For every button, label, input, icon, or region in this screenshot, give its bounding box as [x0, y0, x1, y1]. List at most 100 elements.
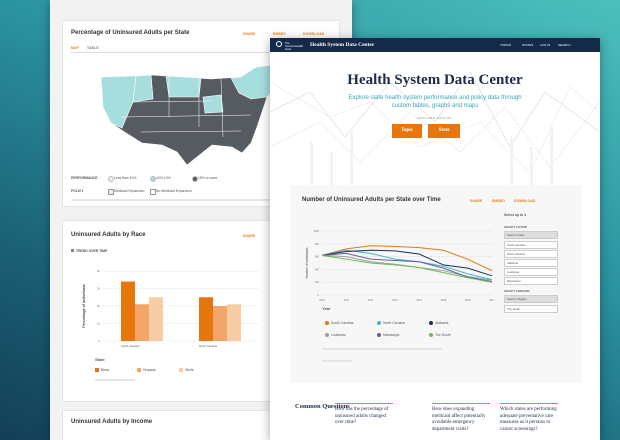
- x-tick-label: 2013: [392, 299, 398, 302]
- source-text: [95, 379, 135, 381]
- legend-label: Louisiana: [331, 333, 346, 337]
- question[interactable]: How does expanding medicaid affect poten…: [432, 407, 486, 432]
- x-tick-label: 2010: [319, 299, 325, 302]
- select-box[interactable]: South Carolina: [504, 241, 558, 249]
- action-link[interactable]: SHARE: [243, 32, 256, 36]
- card-title: Number of Uninsured Adults per State ove…: [302, 197, 441, 203]
- legend-label: 15% or more: [198, 176, 218, 180]
- legend-swatch: [95, 368, 99, 372]
- control-label: SELECT A STATE: [504, 225, 528, 229]
- hero-subtitle: Explore state health system performance …: [348, 95, 522, 109]
- card-title: Uninsured Adults by Income: [71, 419, 153, 425]
- brand: The Commonwealth Fund: [285, 42, 304, 51]
- y-tick-label: 40: [97, 269, 101, 273]
- tab[interactable]: TABLE: [87, 46, 99, 50]
- action-link[interactable]: EMBED: [492, 199, 505, 203]
- line-series: [321, 249, 493, 277]
- legend-swatch: [179, 368, 183, 372]
- nav-link[interactable]: SEARCH: [558, 43, 571, 47]
- select-box[interactable]: Alabama: [504, 259, 558, 267]
- select-box[interactable]: The South: [504, 305, 558, 313]
- x-tick-label: 2014: [416, 299, 422, 302]
- control-hint: Select up to 4: [504, 213, 527, 217]
- action-link[interactable]: SHARE: [243, 234, 256, 238]
- question-rule: [432, 403, 490, 404]
- legend-label: Medicaid Expansion: [114, 189, 145, 193]
- action-link[interactable]: EMBED: [273, 32, 286, 36]
- question-rule: [335, 403, 393, 404]
- legend-label: White: [185, 368, 194, 372]
- line-chart: 0 200 400 600 800 1000 2010 2011 2012 2013 2014 201…: [305, 230, 495, 302]
- card-title: Percentage of Uninsured Adults per State: [71, 30, 190, 36]
- toggle[interactable]: TREND OVER TIME: [76, 249, 108, 253]
- select-box[interactable]: Select a State: [504, 231, 558, 239]
- legend-label: 10%-14%: [156, 176, 171, 180]
- bar: [199, 297, 213, 341]
- nav-link[interactable]: TOPICS: [500, 43, 512, 47]
- legend-swatch: [325, 321, 329, 325]
- line-series: [321, 252, 493, 283]
- x-axis-label: Year: [322, 306, 331, 311]
- y-axis-label: Number of Individuals: [305, 247, 309, 278]
- y-tick-label: 200: [315, 281, 320, 284]
- action-link[interactable]: SHARE: [470, 199, 483, 203]
- chart-card: 0 200 400 600 800 1000 2010 2011 2012 2013 2014 201…: [290, 185, 582, 383]
- map-region: [165, 75, 202, 98]
- legend-label: Hispanic: [143, 368, 157, 372]
- legend-label: South Carolina: [331, 321, 354, 325]
- button[interactable]: Topic: [392, 124, 422, 138]
- us-map: [100, 64, 287, 166]
- question[interactable]: Which states are performing adequate pre…: [500, 407, 557, 432]
- line-series: [321, 245, 493, 272]
- y-tick-label: 30: [97, 287, 101, 291]
- y-tick-label: 600: [315, 256, 320, 259]
- x-tick-label: 2016: [465, 299, 471, 302]
- legend-swatch: [150, 176, 156, 182]
- x-tick-label: 2011: [344, 299, 350, 302]
- card-title: Uninsured Adults by Race: [71, 232, 146, 238]
- legend-swatch: [137, 368, 141, 372]
- x-tick-label: North Carolina: [199, 344, 217, 348]
- y-tick-label: 20: [97, 304, 101, 308]
- site-title: Health System Data Center: [310, 42, 375, 48]
- toggle-icon: [71, 249, 74, 252]
- legend-title: State: [95, 357, 105, 362]
- legend-label: Alabama: [435, 321, 449, 325]
- legend-swatch: [108, 176, 114, 182]
- bar: [213, 306, 227, 341]
- control-label: SELECT A REGION: [504, 289, 530, 293]
- y-tick-label: 800: [315, 243, 320, 246]
- legend-label: No Medicaid Expansion: [156, 189, 192, 193]
- x-tick-label: 2012: [368, 299, 374, 302]
- select-box[interactable]: Select a Region: [504, 295, 558, 303]
- select-box[interactable]: Mississippi: [504, 277, 558, 285]
- explore-label: EXPLORE DATA BY: [417, 116, 453, 120]
- nav-link[interactable]: STATES: [522, 43, 534, 47]
- nav-link[interactable]: LOG IN: [540, 43, 551, 47]
- map-region: [202, 94, 224, 114]
- map-region: [132, 74, 154, 103]
- legend-swatch: [377, 333, 381, 337]
- legend-swatch: [377, 321, 381, 325]
- action-link[interactable]: DOWNLOAD: [303, 32, 325, 36]
- line-series: [321, 254, 493, 283]
- y-tick-label: 1000: [313, 230, 319, 233]
- select-box[interactable]: Louisiana: [504, 268, 558, 276]
- y-tick-label: 0: [318, 294, 320, 297]
- select-box[interactable]: North Carolina: [504, 250, 558, 258]
- bar: [149, 297, 163, 341]
- legend-label: POLICY: [71, 189, 84, 193]
- bar: [227, 304, 241, 341]
- bar: [121, 281, 135, 341]
- deco-line: [270, 71, 600, 148]
- section-title: Common Questions: [295, 403, 350, 410]
- legend-label: Mississippi: [383, 333, 400, 337]
- line-series: [321, 249, 493, 281]
- tab[interactable]: MAP: [71, 46, 79, 50]
- action-link[interactable]: DOWNLOAD: [514, 199, 536, 203]
- legend-swatch: [108, 189, 114, 195]
- legend-label: North Carolina: [383, 321, 405, 325]
- question[interactable]: How has the percentage of uninsured adul…: [335, 407, 389, 425]
- button[interactable]: State: [428, 124, 460, 138]
